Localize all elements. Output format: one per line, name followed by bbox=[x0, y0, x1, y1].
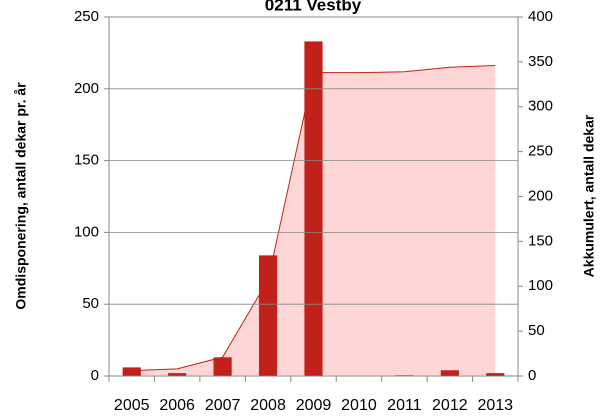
bar bbox=[440, 370, 459, 376]
x-tick-label: 2010 bbox=[341, 397, 377, 414]
y2-tick-label: 100 bbox=[528, 277, 553, 294]
x-tick-label: 2012 bbox=[432, 397, 468, 414]
y-tick-label: 250 bbox=[74, 8, 99, 25]
y2-tick-label: 200 bbox=[528, 187, 553, 204]
x-tick-label: 2011 bbox=[387, 397, 422, 414]
x-tick-label: 2013 bbox=[477, 397, 513, 414]
y2-tick-label: 250 bbox=[528, 143, 553, 160]
x-tick-label: 2006 bbox=[159, 397, 195, 414]
y2-tick-label: 150 bbox=[528, 232, 553, 249]
y2-tick-label: 350 bbox=[528, 53, 553, 70]
bar bbox=[304, 41, 323, 377]
y-tick-label: 200 bbox=[74, 80, 99, 97]
y-tick-label: 0 bbox=[91, 367, 99, 384]
y-tick-label: 50 bbox=[82, 295, 99, 312]
y2-tick-label: 300 bbox=[528, 98, 553, 115]
bar bbox=[213, 357, 232, 376]
bar bbox=[168, 373, 187, 376]
y-tick-label: 150 bbox=[74, 152, 99, 169]
y-tick-label: 100 bbox=[74, 223, 99, 240]
x-tick-label: 2009 bbox=[296, 397, 332, 414]
bar bbox=[486, 373, 505, 376]
bar bbox=[122, 367, 141, 376]
y2-tick-label: 400 bbox=[528, 8, 553, 25]
bar bbox=[258, 255, 278, 376]
x-tick-label: 2005 bbox=[114, 397, 150, 414]
y-axis-label: Omdisponering, antall dekar pr. år bbox=[13, 82, 29, 310]
y2-tick-label: 0 bbox=[528, 367, 536, 384]
x-tick-label: 2008 bbox=[250, 397, 286, 414]
y2-axis-label: Akkumulert, antall dekar bbox=[581, 114, 597, 277]
chart-title: 0211 Vestby bbox=[265, 0, 362, 14]
y2-tick-label: 50 bbox=[528, 322, 545, 339]
x-tick-label: 2007 bbox=[205, 397, 241, 414]
